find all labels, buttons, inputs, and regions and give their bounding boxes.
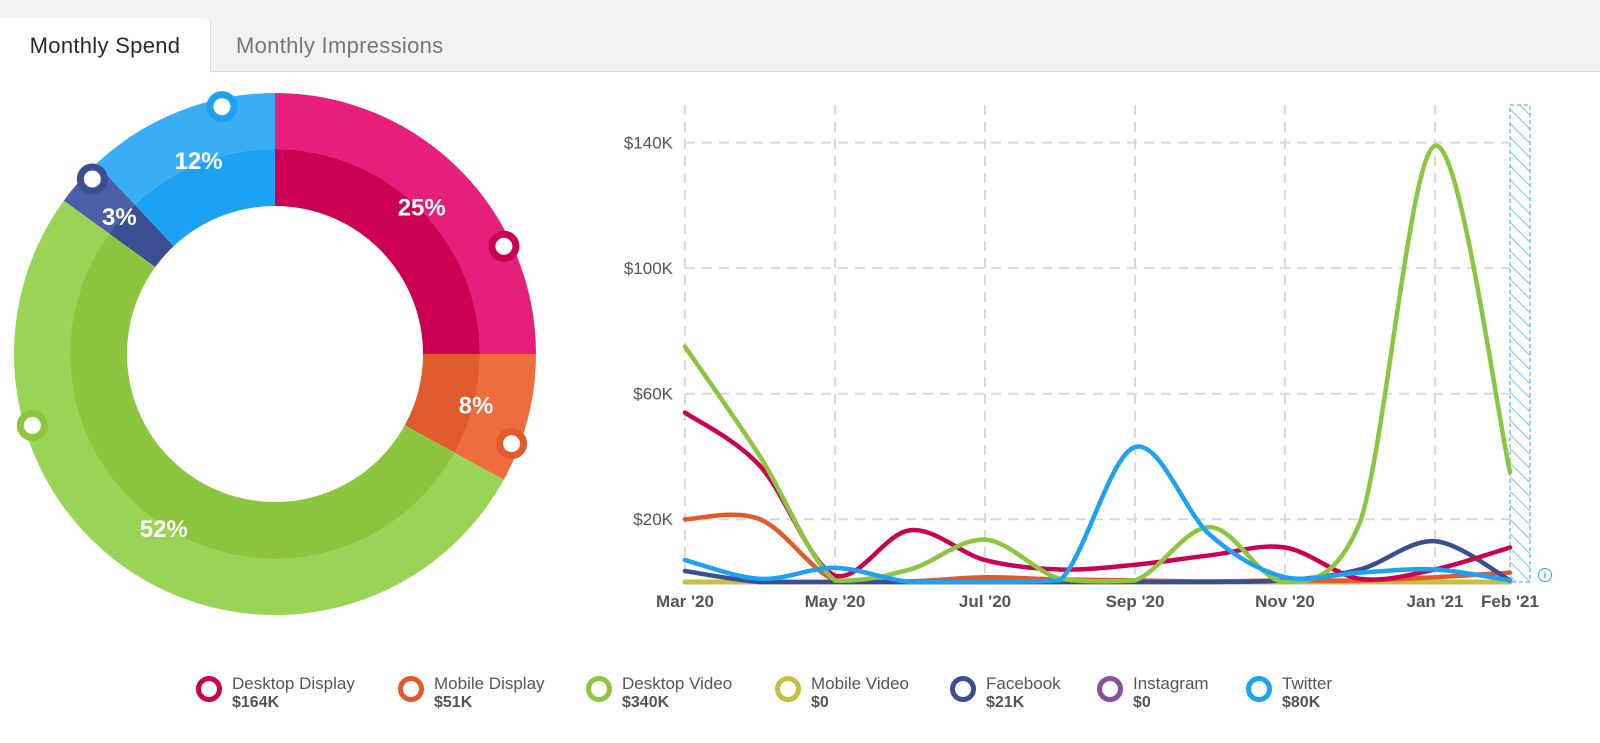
donut-label-facebook: 3% (102, 204, 137, 231)
legend-label: Mobile Display (434, 674, 545, 693)
donut-label-mobile-display: 8% (459, 393, 494, 420)
y-tick-label: $140K (624, 134, 674, 153)
legend-marker (1246, 676, 1272, 702)
legend-label: Desktop Display (232, 674, 355, 693)
legend-value: $80K (1282, 694, 1321, 711)
x-tick-label: Sep '20 (1106, 592, 1165, 611)
tab-bar: Monthly Spend Monthly Impressions (0, 0, 1600, 73)
legend-marker (398, 676, 424, 702)
donut-label-desktop-video: 52% (140, 516, 188, 543)
legend-marker (586, 676, 612, 702)
legend-label: Facebook (986, 674, 1061, 693)
legend-value: $51K (434, 694, 473, 711)
x-tick-label: Mar '20 (656, 592, 714, 611)
donut-chart: 25% 8% 52% 3% 12% (13, 91, 536, 616)
donut-slice-inner-twitter (134, 149, 275, 247)
donut-slice-outer-desktop-video (13, 200, 504, 616)
donut-slice-inner-mobile-display (404, 354, 480, 453)
donut-label-twitter: 12% (175, 148, 223, 175)
donut-label-desktop-display: 25% (398, 194, 446, 221)
x-tick-label: Jan '21 (1407, 592, 1464, 611)
current-period-hatch (1509, 104, 1531, 583)
legend-marker (1097, 676, 1123, 702)
legend-value: $21K (986, 694, 1025, 711)
legend-value: $0 (811, 694, 829, 711)
donut-slice-inner-desktop-display (275, 149, 480, 354)
donut-handle-desktop-display[interactable] (488, 230, 520, 262)
legend-label: Twitter (1282, 674, 1333, 693)
legend-value: $340K (622, 694, 670, 711)
donut-slice-inner-desktop-video (70, 233, 455, 559)
legend-label: Desktop Video (622, 674, 733, 693)
series-line-desktop-display (682, 410, 1513, 582)
x-tick-label: Feb '21 (1481, 592, 1539, 611)
info-icon[interactable]: i (1538, 568, 1552, 582)
donut-handle-mobile-display[interactable] (496, 428, 528, 460)
y-tick-label: $60K (633, 385, 673, 404)
x-tick-label: Nov '20 (1255, 592, 1315, 611)
legend-label: Mobile Video (811, 674, 909, 693)
tab-monthly-spend[interactable]: Monthly Spend (0, 18, 211, 73)
legend-value: $0 (1133, 694, 1151, 711)
donut-slice-outer-desktop-display (275, 93, 536, 354)
donut-slice-outer-twitter (96, 93, 275, 205)
y-tick-label: $20K (633, 510, 673, 529)
x-tick-label: May '20 (805, 592, 866, 611)
legend-marker (775, 676, 801, 702)
legend-value: $164K (232, 694, 280, 711)
series-line-twitter (682, 444, 1513, 585)
chart-legend: Desktop Display $164K Mobile Display $51… (0, 672, 1600, 732)
tab-monthly-impressions[interactable]: Monthly Impressions (236, 33, 444, 58)
line-chart: $20K $60K $100K $140K Mar '20 May '20 Jul '20 S… (624, 104, 1539, 611)
donut-handle-facebook[interactable] (76, 163, 108, 195)
legend-marker (950, 676, 976, 702)
donut-handle-desktop-video[interactable] (16, 410, 48, 442)
legend-marker (196, 676, 222, 702)
y-tick-label: $100K (624, 259, 674, 278)
x-tick-label: Jul '20 (959, 592, 1011, 611)
series-line-desktop-video (682, 143, 1513, 585)
legend-label: Instagram (1133, 674, 1209, 693)
donut-slice-inner-facebook (109, 204, 174, 268)
donut-handle-twitter[interactable] (206, 91, 238, 123)
